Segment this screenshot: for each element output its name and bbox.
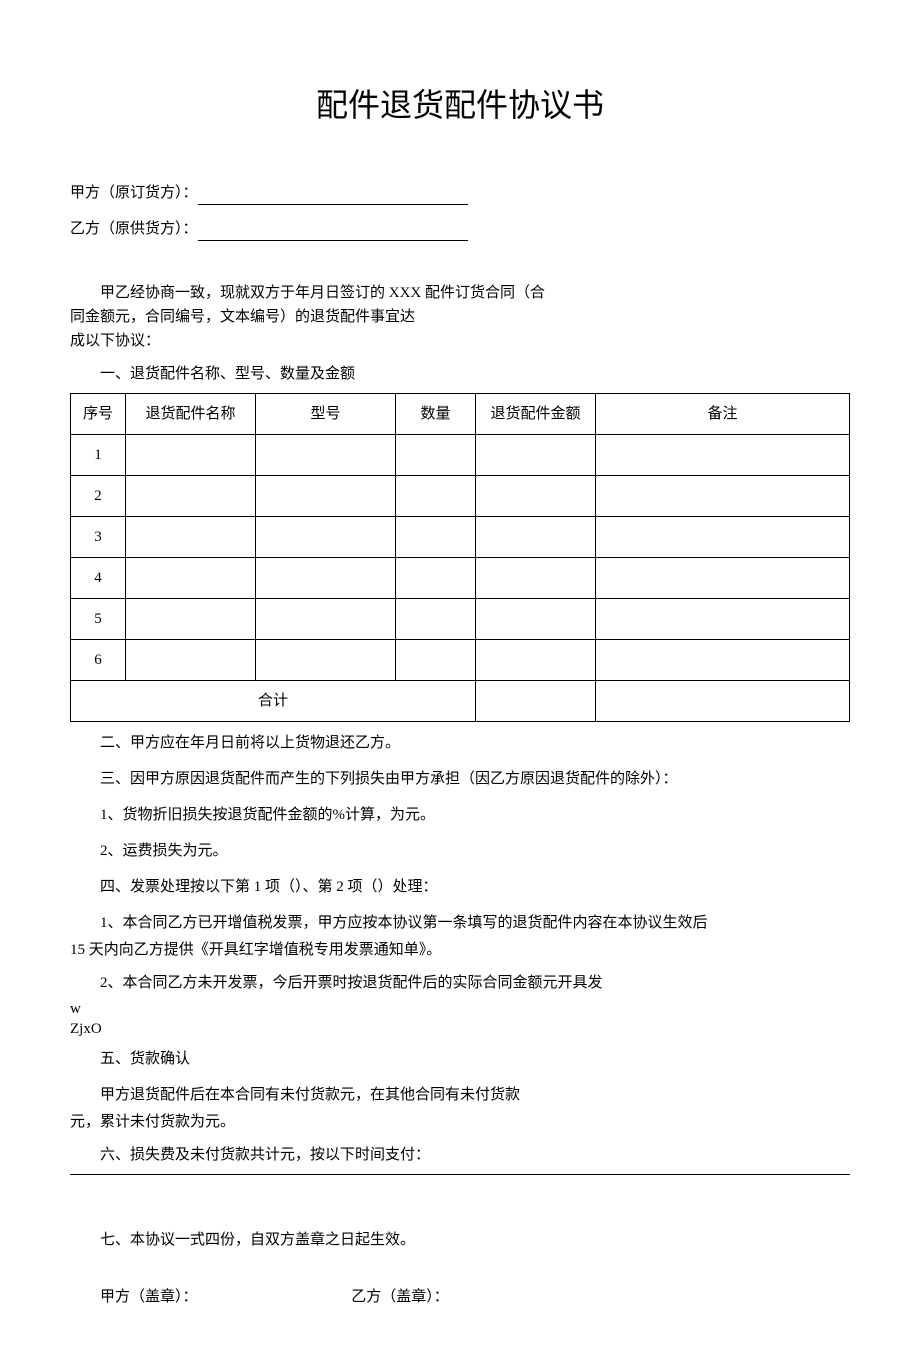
cell-qty <box>396 558 476 599</box>
cell-remark <box>596 558 850 599</box>
cell-qty <box>396 517 476 558</box>
intro-line1: 甲乙经协商一致，现就双方于年月日签订的 XXX 配件订货合同（合 <box>70 281 850 305</box>
section7: 七、本协议一式四份，自双方盖章之日起生效。 <box>70 1225 850 1255</box>
header-amount: 退货配件金额 <box>476 394 596 435</box>
section3-2: 2、运费损失为元。 <box>70 836 850 866</box>
table-header-row: 序号 退货配件名称 型号 数量 退货配件金额 备注 <box>71 394 850 435</box>
cell-model <box>256 558 396 599</box>
header-seq: 序号 <box>71 394 126 435</box>
cell-name <box>126 640 256 681</box>
cell-remark <box>596 640 850 681</box>
cell-remark <box>596 435 850 476</box>
cell-qty <box>396 599 476 640</box>
cell-name <box>126 558 256 599</box>
divider-line <box>70 1174 850 1175</box>
table-row: 3 <box>71 517 850 558</box>
section2: 二、甲方应在年月日前将以上货物退还乙方。 <box>70 728 850 758</box>
table-row: 6 <box>71 640 850 681</box>
cell-seq: 5 <box>71 599 126 640</box>
cell-qty <box>396 435 476 476</box>
party-a-blank <box>198 187 468 205</box>
cell-name <box>126 435 256 476</box>
section4-1a: 1、本合同乙方已开增值税发票，甲方应按本协议第一条填写的退货配件内容在本协议生效… <box>70 908 850 938</box>
cell-name <box>126 476 256 517</box>
section5a: 甲方退货配件后在本合同有未付货款元，在其他合同有未付货款 <box>70 1080 850 1110</box>
section3: 三、因甲方原因退货配件而产生的下列损失由甲方承担（因乙方原因退货配件的除外）： <box>70 764 850 794</box>
cell-seq: 6 <box>71 640 126 681</box>
table-row: 2 <box>71 476 850 517</box>
total-label: 合计 <box>71 681 476 722</box>
return-items-table: 序号 退货配件名称 型号 数量 退货配件金额 备注 1 2 3 <box>70 393 850 722</box>
header-remark: 备注 <box>596 394 850 435</box>
cell-remark <box>596 599 850 640</box>
table-total-row: 合计 <box>71 681 850 722</box>
cell-model <box>256 476 396 517</box>
cell-seq: 2 <box>71 476 126 517</box>
seal-b: 乙方（盖章）： <box>321 1285 449 1309</box>
section3-1: 1、货物折旧损失按退货配件金额的%计算，为元。 <box>70 800 850 830</box>
table-row: 1 <box>71 435 850 476</box>
section4-1b: 15 天内向乙方提供《开具红字增值税专用发票通知单》。 <box>70 938 850 962</box>
document-title: 配件退货配件协议书 <box>70 80 850 131</box>
party-a-line: 甲方（原订货方）： <box>70 181 850 205</box>
party-a-label: 甲方（原订货方）： <box>70 185 198 201</box>
cell-model <box>256 599 396 640</box>
table-row: 4 <box>71 558 850 599</box>
cell-qty <box>396 476 476 517</box>
cell-name <box>126 517 256 558</box>
section5: 五、货款确认 <box>70 1044 850 1074</box>
seal-a: 甲方（盖章）： <box>100 1289 198 1305</box>
cell-remark <box>596 476 850 517</box>
intro-line2: 同金额元，合同编号，文本编号）的退货配件事宜达 <box>70 305 850 329</box>
intro-line3: 成以下协议： <box>70 329 850 353</box>
cell-amount <box>476 599 596 640</box>
cell-seq: 4 <box>71 558 126 599</box>
cell-amount <box>476 640 596 681</box>
cell-seq: 1 <box>71 435 126 476</box>
stray-text-2: ZjxO <box>70 1020 850 1038</box>
intro-block: 甲乙经协商一致，现就双方于年月日签订的 XXX 配件订货合同（合 同金额元，合同… <box>70 281 850 353</box>
cell-amount <box>476 435 596 476</box>
cell-qty <box>396 640 476 681</box>
section1-title: 一、退货配件名称、型号、数量及金额 <box>70 359 850 389</box>
seal-row: 甲方（盖章）： 乙方（盖章）： <box>70 1285 850 1309</box>
header-model: 型号 <box>256 394 396 435</box>
cell-model <box>256 435 396 476</box>
cell-name <box>126 599 256 640</box>
section5b: 元，累计未付货款为元。 <box>70 1110 850 1134</box>
cell-remark <box>596 517 850 558</box>
total-amount <box>476 681 596 722</box>
table-row: 5 <box>71 599 850 640</box>
cell-model <box>256 517 396 558</box>
section4: 四、发票处理按以下第 1 项（）、第 2 项（）处理： <box>70 872 850 902</box>
cell-amount <box>476 517 596 558</box>
party-b-label: 乙方（原供货方）： <box>70 221 198 237</box>
cell-seq: 3 <box>71 517 126 558</box>
cell-model <box>256 640 396 681</box>
header-name: 退货配件名称 <box>126 394 256 435</box>
section4-2: 2、本合同乙方未开发票，今后开票时按退货配件后的实际合同金额元开具发 <box>70 968 850 998</box>
cell-amount <box>476 476 596 517</box>
cell-amount <box>476 558 596 599</box>
header-qty: 数量 <box>396 394 476 435</box>
section6: 六、损失费及未付货款共计元，按以下时间支付： <box>70 1140 850 1170</box>
total-remark <box>596 681 850 722</box>
party-b-line: 乙方（原供货方）： <box>70 217 850 241</box>
stray-text-1: w <box>70 1000 850 1018</box>
party-b-blank <box>198 223 468 241</box>
